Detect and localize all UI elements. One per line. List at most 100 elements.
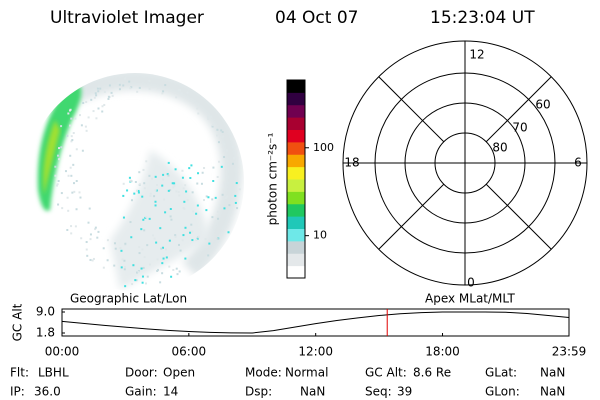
speckle: [89, 233, 92, 236]
info-label: GC Alt:: [365, 366, 407, 380]
speckle: [160, 247, 163, 250]
speckle: [223, 207, 226, 210]
speckle: [191, 239, 194, 242]
speckle: [95, 94, 98, 97]
speckle: [136, 90, 139, 93]
speckle: [203, 199, 206, 202]
colorbar-tick-label: 100: [313, 141, 334, 154]
speckle: [221, 130, 224, 133]
speckle: [97, 85, 100, 88]
speckle: [164, 211, 167, 214]
speckle: [126, 189, 129, 192]
speckle: [167, 161, 170, 164]
time: 15:23:04 UT: [430, 8, 535, 28]
speckle: [231, 195, 234, 198]
color-step: [287, 141, 305, 155]
speckle: [91, 259, 94, 262]
color-step: [287, 191, 305, 205]
speckle: [69, 124, 72, 127]
y-axis-label: GC Alt: [11, 303, 25, 341]
speckle: [161, 246, 164, 249]
speckle: [89, 238, 92, 241]
speckle: [174, 168, 177, 171]
speckle: [216, 175, 219, 178]
speckle: [191, 191, 194, 194]
info-label: Gain:: [125, 385, 157, 399]
speckle: [58, 158, 61, 161]
y-tick-label: 1.8: [36, 326, 55, 340]
speckle: [173, 182, 176, 185]
speckle: [94, 92, 97, 95]
speckle: [189, 231, 192, 234]
speckle: [207, 116, 210, 119]
speckle: [169, 189, 172, 192]
speckle: [86, 254, 89, 257]
speckle: [178, 270, 181, 273]
x-tick-label: 18:00: [425, 345, 460, 359]
speckle: [72, 132, 75, 135]
speckle: [161, 92, 164, 95]
speckle: [130, 86, 133, 89]
speckle: [212, 179, 215, 182]
speckle: [238, 188, 241, 191]
speckle: [221, 193, 224, 196]
speckle: [225, 149, 228, 152]
speckle: [79, 114, 82, 117]
speckle: [142, 218, 145, 221]
speckle: [113, 264, 116, 267]
speckle: [224, 197, 227, 200]
speckle: [205, 209, 208, 212]
color-step: [287, 154, 305, 168]
x-tick-label: 12:00: [298, 345, 333, 359]
speckle: [170, 275, 173, 278]
speckle: [135, 279, 138, 282]
meridian: [378, 183, 445, 250]
speckle: [108, 84, 111, 87]
speckle: [154, 200, 157, 203]
colorbar-tick-label: 10: [313, 229, 327, 242]
speckle: [141, 248, 144, 251]
speckle: [87, 116, 90, 119]
speckle: [106, 259, 109, 262]
speckle: [96, 236, 99, 239]
speckle: [195, 212, 198, 215]
color-step: [287, 80, 305, 93]
speckle: [80, 124, 83, 127]
speckle: [195, 238, 198, 241]
speckle: [176, 273, 179, 276]
speckle: [197, 235, 200, 238]
speckle: [117, 81, 120, 84]
color-step: [287, 179, 305, 192]
dial-label: 6: [574, 156, 582, 170]
info-label: Dsp:: [245, 385, 272, 399]
speckle: [154, 175, 157, 178]
info-panel: Flt: LBHL Door: Open Mode: Normal GC Alt: 8.6 R…: [10, 366, 565, 399]
speckle: [107, 95, 110, 98]
speckle: [174, 235, 177, 238]
speckle: [181, 176, 184, 179]
speckle: [118, 88, 121, 91]
color-step: [287, 129, 305, 143]
speckle: [162, 257, 165, 260]
speckle: [217, 217, 220, 220]
speckle: [123, 259, 126, 262]
speckle: [144, 282, 147, 285]
speckle: [236, 207, 239, 210]
speckle: [118, 83, 121, 86]
speckle: [102, 247, 105, 250]
speckle: [138, 252, 141, 255]
speckle: [153, 237, 156, 240]
speckle: [220, 129, 223, 132]
x-tick-label: 06:00: [172, 345, 207, 359]
info-label: Seq:: [365, 385, 392, 399]
speckle: [70, 117, 73, 120]
speckle: [89, 258, 92, 261]
speckle: [106, 239, 109, 242]
altitude-line: [61, 311, 570, 334]
meridian: [485, 183, 552, 250]
color-step: [287, 117, 305, 130]
speckle: [153, 195, 156, 198]
speckle: [110, 91, 113, 94]
instrument: Ultraviolet Imager: [50, 8, 204, 28]
speckle: [58, 147, 61, 150]
